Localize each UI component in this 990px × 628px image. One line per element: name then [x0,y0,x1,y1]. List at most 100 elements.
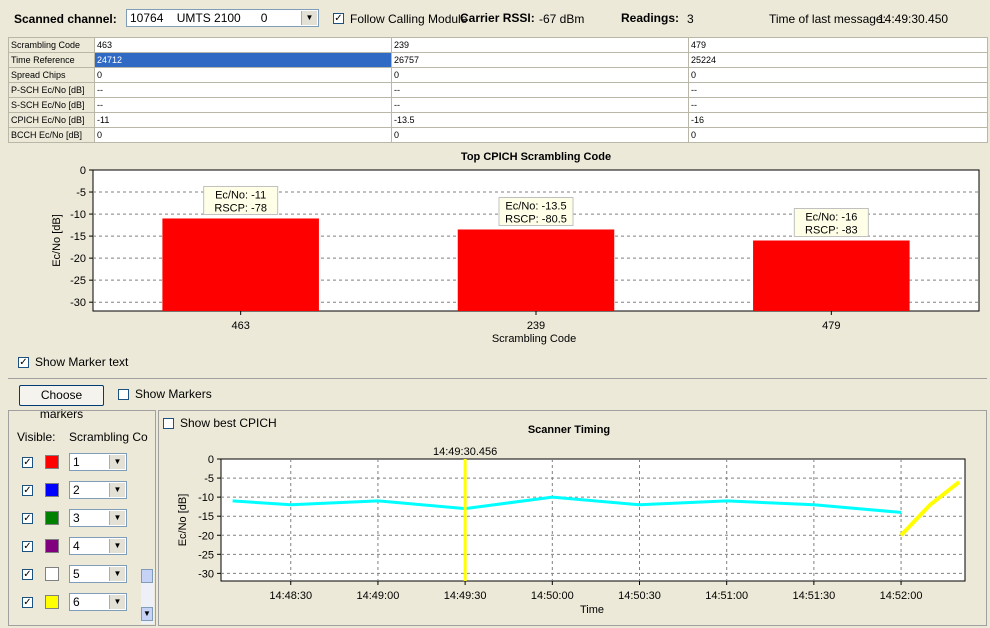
table-cell[interactable]: -13.5 [391,112,689,128]
marker-color-swatch[interactable] [45,595,59,609]
marker-visible-checkbox[interactable]: ✓ [22,597,33,608]
marker-row: ✓ 3 ▼ [9,509,139,529]
table-cell[interactable]: -- [94,97,392,113]
marker-scrambling-value: 4 [73,539,80,553]
choose-markers-button[interactable]: Choose markers [19,385,104,421]
chevron-down-icon[interactable]: ▼ [109,567,125,581]
marker-scrambling-select[interactable]: 5 ▼ [69,565,127,583]
table-cell[interactable]: -11 [94,112,392,128]
x-tick-label: 463 [231,320,249,332]
marker-visible-checkbox[interactable]: ✓ [22,485,33,496]
row-header: S-SCH Ec/No [dB] [8,97,95,113]
bar [162,218,319,311]
channel-select[interactable]: 10764 UMTS 2100 0 ▼ [126,9,319,27]
readings-value: 3 [687,12,694,26]
marker-scrambling-select[interactable]: 4 ▼ [69,537,127,555]
follow-checkbox[interactable]: ✓ [333,13,344,24]
y-tick-label: -25 [198,549,214,561]
table-cell[interactable]: 0 [391,67,689,83]
scroll-thumb[interactable] [141,569,153,583]
table-cell[interactable]: -- [94,82,392,98]
table-cell[interactable]: 26757 [391,52,689,68]
table-cell[interactable]: 0 [94,127,392,143]
table-row[interactable]: Scrambling Code 463 239 479 [8,37,988,53]
annotation-box [203,185,279,215]
chevron-down-icon[interactable]: ▼ [109,483,125,497]
y-tick-label: -20 [70,253,86,265]
table-cell[interactable]: 24712 [94,52,392,68]
marker-scrambling-select[interactable]: 6 ▼ [69,593,127,611]
marker-color-swatch[interactable] [45,511,59,525]
table-row[interactable]: BCCH Ec/No [dB] 0 0 0 [8,127,988,143]
table-cell[interactable]: 0 [94,67,392,83]
table-cell[interactable]: -- [391,97,689,113]
table-cell[interactable]: -- [688,97,988,113]
chevron-down-icon[interactable]: ▼ [109,455,125,469]
marker-visible-checkbox[interactable]: ✓ [22,513,33,524]
table-cell[interactable]: 0 [688,127,988,143]
annotation-ecno: Ec/No: -11 [215,189,266,201]
scroll-down-icon[interactable]: ▼ [141,607,153,621]
show-marker-text-checkbox[interactable]: ✓ [18,357,29,368]
marker-scrambling-select[interactable]: 1 ▼ [69,453,127,471]
table-cell[interactable]: -16 [688,112,988,128]
x-tick-label: 14:51:00 [705,590,748,602]
marker-color-swatch[interactable] [45,567,59,581]
x-tick-label: 14:51:30 [792,590,835,602]
chevron-down-icon[interactable]: ▼ [109,539,125,553]
y-tick-label: -25 [70,275,86,287]
table-cell[interactable]: 239 [391,37,689,53]
marker-visible-checkbox[interactable]: ✓ [22,569,33,580]
chart-title: Scanner Timing [528,424,610,436]
table-cell[interactable]: 463 [94,37,392,53]
top-chart-panel: Top CPICH Scrambling Code 0 -5 -10 -15 -20 -25… [8,146,987,376]
x-tick-label: 14:49:30 [444,590,487,602]
marker-row: ✓ 2 ▼ [9,481,139,501]
table-row[interactable]: CPICH Ec/No [dB] -11 -13.5 -16 [8,112,988,128]
x-axis-label: Time [580,604,604,616]
chart-title: Top CPICH Scrambling Code [461,151,611,163]
marker-visible-checkbox[interactable]: ✓ [22,457,33,468]
table-cell[interactable]: -- [391,82,689,98]
table-cell[interactable]: 0 [688,67,988,83]
y-tick-label: -10 [198,492,214,504]
show-best-cpich-checkbox[interactable] [163,418,174,429]
y-tick-label: -15 [198,511,214,523]
marker-scrambling-value: 6 [73,595,80,609]
marker-color-swatch[interactable] [45,483,59,497]
control-bar: Scanned channel: 10764 UMTS 2100 0 ▼ ✓ F… [0,0,990,36]
row-header: BCCH Ec/No [dB] [8,127,95,143]
row-header: P-SCH Ec/No [dB] [8,82,95,98]
table-row[interactable]: Spread Chips 0 0 0 [8,67,988,83]
table-row[interactable]: S-SCH Ec/No [dB] -- -- -- [8,97,988,113]
marker-visible-checkbox[interactable]: ✓ [22,541,33,552]
marker-color-swatch[interactable] [45,455,59,469]
marker-list-scrollbar[interactable]: ▼ [141,569,154,624]
row-header: Time Reference [8,52,95,68]
table-cell[interactable]: 0 [391,127,689,143]
table-cell[interactable]: 25224 [688,52,988,68]
marker-scrambling-value: 5 [73,567,80,581]
table-cell[interactable]: -- [688,82,988,98]
scan-table: Scrambling Code 463 239 479 Time Reference 24… [8,37,988,143]
show-markers-checkbox[interactable] [118,389,129,400]
table-cell[interactable]: 479 [688,37,988,53]
table-row[interactable]: P-SCH Ec/No [dB] -- -- -- [8,82,988,98]
table-row[interactable]: Time Reference 24712 26757 25224 [8,52,988,68]
chevron-down-icon[interactable]: ▼ [109,511,125,525]
series-line [232,495,902,514]
marker-scrambling-select[interactable]: 2 ▼ [69,481,127,499]
last-message-value: 14:49:30.450 [878,12,949,26]
marker-scrambling-select[interactable]: 3 ▼ [69,509,127,527]
chevron-down-icon[interactable]: ▼ [301,11,317,25]
marker-scrambling-value: 1 [73,455,80,469]
marker-color-swatch[interactable] [45,539,59,553]
row-header: CPICH Ec/No [dB] [8,112,95,128]
y-tick-label: 0 [80,165,86,177]
chevron-down-icon[interactable]: ▼ [109,595,125,609]
show-marker-text-label: Show Marker text [35,355,129,369]
y-tick-label: -10 [70,209,86,221]
last-message-label: Time of last message: [769,12,886,26]
marker-scrambling-value: 3 [73,511,80,525]
marker-list-panel: Visible: Scrambling Co ✓ 1 ▼ ✓ 2 ▼ ✓ 3 ▼ ✓ 4 ▼ ✓ 5 ▼ ✓ 6… [8,410,156,626]
